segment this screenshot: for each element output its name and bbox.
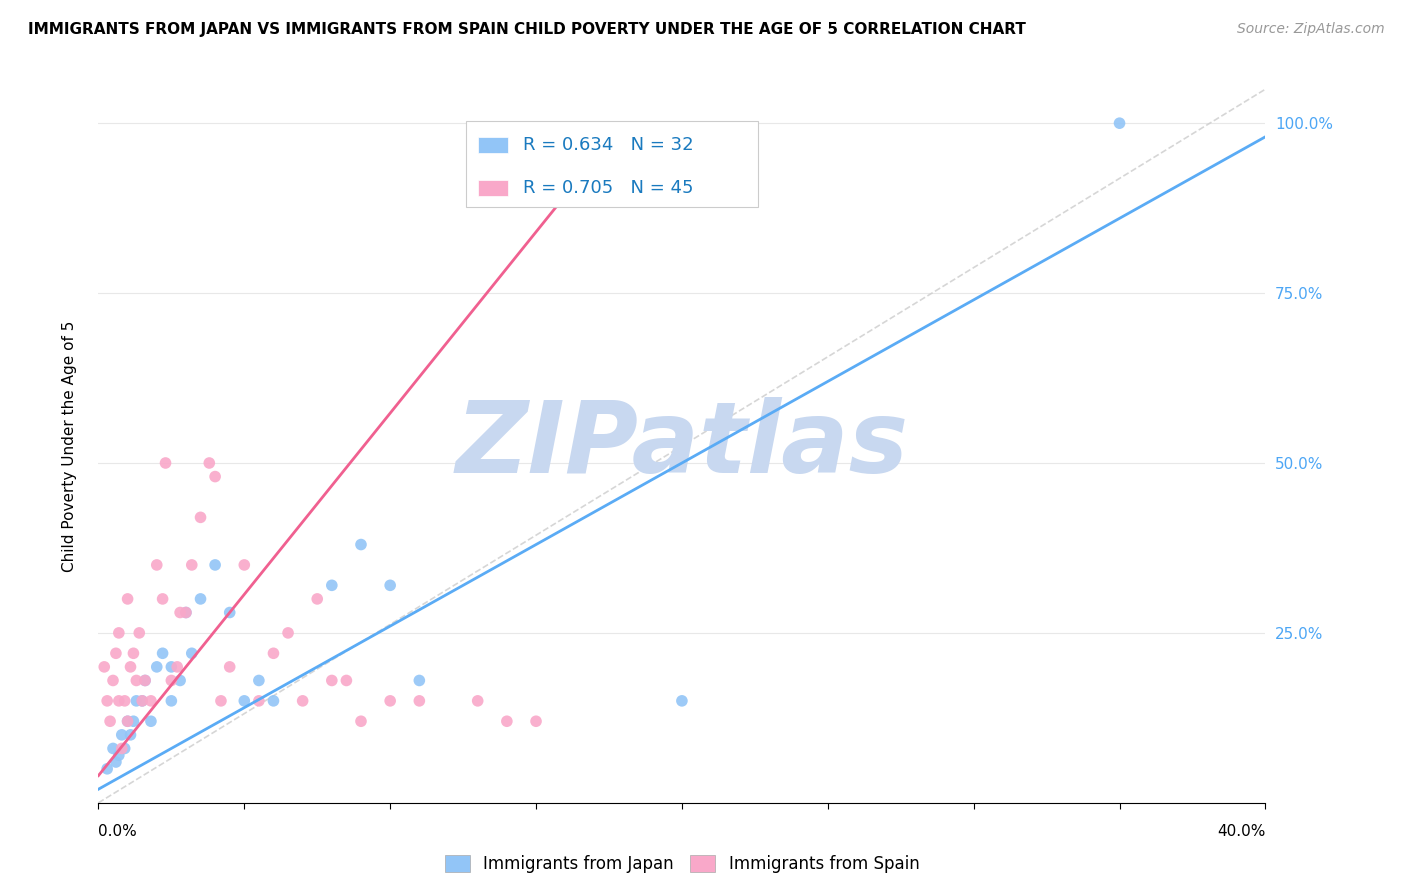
FancyBboxPatch shape [478, 137, 509, 153]
Point [114, 741, 136, 756]
Point [98, 714, 121, 729]
Point [120, 728, 142, 742]
Point [122, 714, 145, 729]
Point [1108, 116, 1130, 130]
Point [350, 537, 373, 551]
Point [350, 714, 373, 729]
Text: R = 0.705   N = 45: R = 0.705 N = 45 [523, 179, 693, 197]
Point [125, 694, 148, 708]
Point [117, 714, 139, 729]
Text: ZIPatlas: ZIPatlas [456, 398, 908, 494]
Point [96, 762, 118, 776]
Point [166, 660, 188, 674]
Point [93, 660, 115, 674]
Point [125, 673, 148, 688]
Point [378, 694, 402, 708]
Point [131, 694, 153, 708]
Text: 0.0%: 0.0% [98, 824, 138, 839]
Point [111, 728, 134, 742]
Point [104, 755, 127, 769]
Point [307, 591, 329, 606]
Point [190, 591, 212, 606]
Point [160, 673, 183, 688]
Point [204, 469, 226, 483]
Point [101, 673, 124, 688]
Point [335, 673, 357, 688]
Point [198, 456, 221, 470]
Point [146, 558, 169, 572]
Point [131, 694, 153, 708]
Point [247, 673, 270, 688]
Point [152, 591, 174, 606]
Point [120, 660, 142, 674]
Point [233, 694, 256, 708]
Point [139, 694, 162, 708]
Point [495, 714, 517, 729]
Point [467, 694, 489, 708]
Point [146, 660, 169, 674]
Text: IMMIGRANTS FROM JAPAN VS IMMIGRANTS FROM SPAIN CHILD POVERTY UNDER THE AGE OF 5 : IMMIGRANTS FROM JAPAN VS IMMIGRANTS FROM… [28, 22, 1026, 37]
Point [180, 558, 202, 572]
Point [155, 456, 177, 470]
Point [209, 694, 232, 708]
Point [169, 606, 191, 620]
Point [160, 660, 183, 674]
FancyBboxPatch shape [478, 180, 509, 196]
Point [122, 646, 145, 660]
Point [321, 578, 343, 592]
Point [101, 741, 124, 756]
Point [134, 673, 156, 688]
FancyBboxPatch shape [465, 121, 758, 207]
Point [128, 626, 150, 640]
Point [247, 694, 270, 708]
Point [204, 558, 226, 572]
Point [108, 748, 131, 763]
Point [160, 694, 183, 708]
Point [174, 606, 197, 620]
Text: R = 0.634   N = 32: R = 0.634 N = 32 [523, 136, 693, 154]
Point [104, 646, 127, 660]
Point [291, 694, 314, 708]
Point [152, 646, 174, 660]
Point [262, 694, 284, 708]
Point [114, 694, 136, 708]
Point [408, 694, 430, 708]
Y-axis label: Child Poverty Under the Age of 5: Child Poverty Under the Age of 5 [62, 320, 77, 572]
Point [321, 673, 343, 688]
Text: 40.0%: 40.0% [1218, 824, 1265, 839]
Point [218, 606, 240, 620]
Point [139, 714, 162, 729]
Point [111, 741, 134, 756]
Point [218, 660, 240, 674]
Point [108, 694, 131, 708]
Point [117, 714, 139, 729]
Point [96, 694, 118, 708]
Point [671, 694, 693, 708]
Text: Source: ZipAtlas.com: Source: ZipAtlas.com [1237, 22, 1385, 37]
Point [378, 578, 402, 592]
Point [262, 646, 284, 660]
Point [180, 646, 202, 660]
Legend: Immigrants from Japan, Immigrants from Spain: Immigrants from Japan, Immigrants from S… [437, 848, 927, 880]
Point [134, 673, 156, 688]
Point [108, 626, 131, 640]
Point [233, 558, 256, 572]
Point [190, 510, 212, 524]
Point [169, 673, 191, 688]
Point [408, 673, 430, 688]
Point [174, 606, 197, 620]
Point [117, 591, 139, 606]
Point [277, 626, 299, 640]
Point [524, 714, 547, 729]
